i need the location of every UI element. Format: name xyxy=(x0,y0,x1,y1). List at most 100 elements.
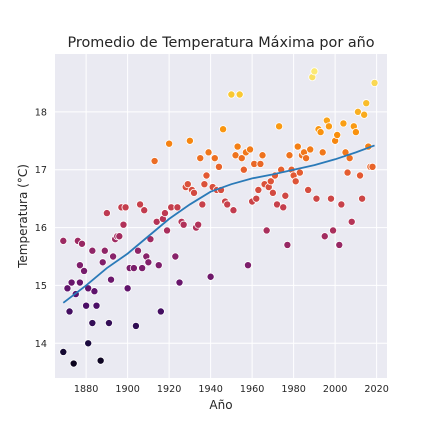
data-point xyxy=(77,239,86,248)
data-point xyxy=(233,142,242,151)
y-tick-label: 15 xyxy=(35,281,47,292)
data-point xyxy=(104,319,113,328)
data-point xyxy=(183,180,192,189)
data-point xyxy=(63,284,72,293)
data-point xyxy=(115,232,124,241)
y-axis-label: Temperatura (°C) xyxy=(16,164,30,269)
data-point xyxy=(133,246,142,255)
data-point xyxy=(131,321,140,330)
data-point xyxy=(223,200,232,209)
chart-title: Promedio de Temperatura Máxima por año xyxy=(67,35,374,51)
data-point xyxy=(306,145,315,154)
data-point xyxy=(198,200,207,209)
data-point xyxy=(235,90,244,99)
data-point xyxy=(75,261,84,270)
data-point xyxy=(362,99,371,108)
data-point xyxy=(304,185,313,194)
x-tick-label: 1920 xyxy=(157,384,181,395)
x-tick-label: 2020 xyxy=(364,384,388,395)
y-axis-ticks: 14 15 16 17 18 xyxy=(35,107,47,349)
data-point xyxy=(293,142,302,151)
data-point xyxy=(194,220,203,229)
data-point xyxy=(171,252,180,261)
data-point xyxy=(229,206,238,215)
data-point xyxy=(156,307,165,316)
data-point xyxy=(210,154,219,163)
data-point xyxy=(59,347,68,356)
data-point xyxy=(243,261,252,270)
data-point xyxy=(121,203,130,212)
data-point xyxy=(160,209,169,218)
data-point xyxy=(324,122,333,131)
data-point xyxy=(90,287,99,296)
data-point xyxy=(370,78,379,87)
data-point xyxy=(258,151,267,160)
data-point xyxy=(254,185,263,194)
data-point xyxy=(196,154,205,163)
data-point xyxy=(318,148,327,157)
data-point xyxy=(326,194,335,203)
data-point xyxy=(165,139,174,148)
data-point xyxy=(285,151,294,160)
data-point xyxy=(84,339,93,348)
data-point xyxy=(185,136,194,145)
data-point xyxy=(343,168,352,177)
data-point xyxy=(150,157,159,166)
data-point xyxy=(339,119,348,128)
x-tick-label: 2000 xyxy=(323,384,347,395)
data-point xyxy=(312,194,321,203)
data-point xyxy=(347,217,356,226)
data-point xyxy=(88,319,97,328)
data-point xyxy=(329,226,338,235)
data-point xyxy=(268,188,277,197)
data-point xyxy=(123,284,132,293)
data-point xyxy=(246,145,255,154)
data-point xyxy=(239,165,248,174)
data-point xyxy=(59,236,68,245)
data-point xyxy=(351,128,360,137)
data-point xyxy=(67,278,76,287)
data-point xyxy=(316,128,325,137)
x-axis-ticks: 1880 1900 1920 1940 1960 1980 2000 2020 xyxy=(74,384,389,395)
y-tick-label: 14 xyxy=(35,339,47,350)
data-point xyxy=(109,252,118,261)
data-point xyxy=(154,261,163,270)
x-tick-label: 1880 xyxy=(74,384,98,395)
data-point xyxy=(281,191,290,200)
data-point xyxy=(206,272,215,281)
data-point xyxy=(368,162,377,171)
data-point xyxy=(295,168,304,177)
data-point xyxy=(279,203,288,212)
data-point xyxy=(302,154,311,163)
y-tick-label: 18 xyxy=(35,107,47,118)
data-point xyxy=(204,148,213,157)
data-point xyxy=(219,125,228,134)
x-tick-label: 1980 xyxy=(281,384,305,395)
data-point xyxy=(358,194,367,203)
data-point xyxy=(227,90,236,99)
data-point xyxy=(275,122,284,131)
data-point xyxy=(65,307,74,316)
data-point xyxy=(320,232,329,241)
x-tick-label: 1960 xyxy=(240,384,264,395)
data-point xyxy=(119,220,128,229)
data-point xyxy=(140,206,149,215)
y-tick-label: 16 xyxy=(35,223,47,234)
data-point xyxy=(202,171,211,180)
data-point xyxy=(102,209,111,218)
data-point xyxy=(129,264,138,273)
data-point xyxy=(337,200,346,209)
data-point xyxy=(98,258,107,267)
data-point xyxy=(100,246,109,255)
y-tick-label: 17 xyxy=(35,165,47,176)
data-point xyxy=(310,67,319,76)
data-point xyxy=(136,200,145,209)
data-point xyxy=(283,240,292,249)
data-point xyxy=(144,258,153,267)
x-tick-label: 1940 xyxy=(198,384,222,395)
data-point xyxy=(88,246,97,255)
data-point xyxy=(179,220,188,229)
trend-line xyxy=(62,144,375,304)
